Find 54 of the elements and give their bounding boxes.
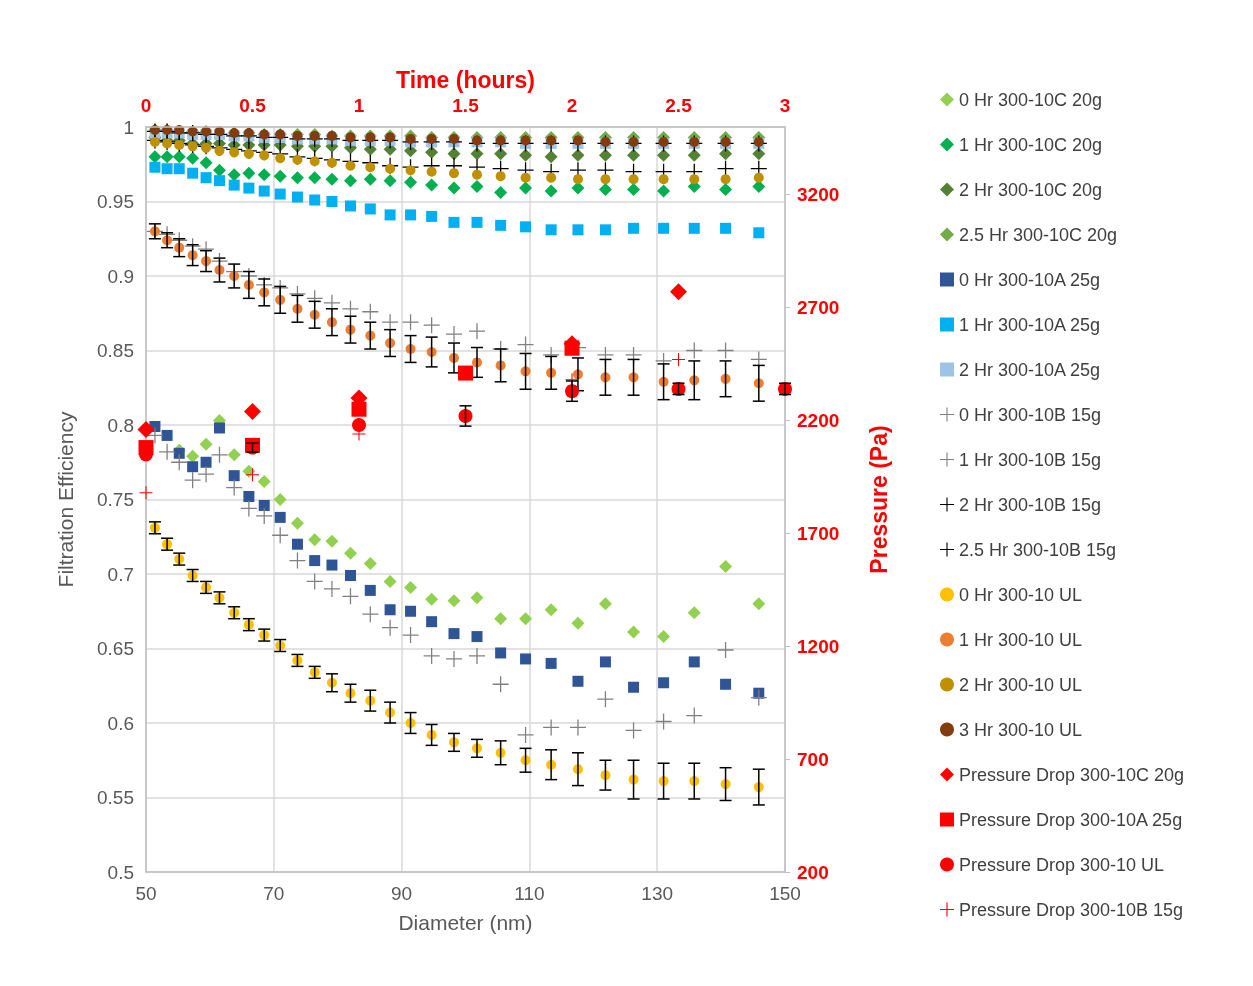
x-tick-label: 3 [779, 95, 791, 116]
x-tick-label: 2 [566, 95, 578, 116]
y-tick-label: 1700 [797, 522, 840, 544]
legend-label: 0 Hr 300-10B 15g [959, 404, 1102, 425]
y-tick-label: 700 [797, 748, 829, 770]
x-tick-label: 0 [140, 95, 152, 116]
y-tick-label: 0.85 [97, 340, 134, 361]
y-tick-label: 2200 [797, 409, 840, 431]
x-tick-label: 1.5 [452, 95, 480, 116]
legend-label: 2.5 Hr 300-10C 20g [959, 224, 1118, 245]
x-tick-label: 70 [263, 883, 285, 904]
y-tick-label: 3200 [797, 184, 840, 206]
x-tick-label: 110 [514, 883, 545, 904]
y-axis-title: Pressure (Pa) [865, 425, 892, 574]
x-tick-label: 90 [391, 883, 413, 904]
legend-label: 1 Hr 300-10A 25g [959, 314, 1101, 335]
y-tick-label: 1 [123, 116, 134, 138]
x-axis-title: Time (hours) [396, 66, 535, 93]
y-tick-label: 0.8 [107, 414, 134, 436]
legend-label: 2 Hr 300-10 UL [959, 674, 1083, 695]
legend-label: 2 Hr 300-10B 15g [959, 494, 1102, 515]
legend-label: Pressure Drop 300-10A 25g [959, 809, 1183, 830]
y-tick-label: 2700 [797, 297, 840, 319]
y-tick-label: 0.75 [97, 489, 134, 510]
legend-label: 2 Hr 300-10C 20g [959, 179, 1103, 200]
x-axis-title: Diameter (nm) [398, 911, 533, 934]
legend-label: Pressure Drop 300-10C 20g [959, 764, 1185, 785]
x-tick-label: 0.5 [239, 95, 267, 116]
y-tick-label: 1200 [797, 635, 840, 657]
y-tick-label: 0.95 [97, 191, 134, 212]
y-tick-label: 200 [797, 861, 829, 883]
y-tick-label: 0.7 [107, 563, 134, 585]
y-tick-label: 0.9 [107, 265, 134, 287]
legend-label: 0 Hr 300-10A 25g [959, 269, 1101, 290]
legend-label: 1 Hr 300-10C 20g [959, 134, 1103, 155]
legend-label: 2.5 Hr 300-10B 15g [959, 539, 1117, 560]
legend-label: Pressure Drop 300-10 UL [959, 854, 1165, 875]
legend-label: 1 Hr 300-10 UL [959, 629, 1083, 650]
legend-label: 0 Hr 300-10C 20g [959, 89, 1103, 110]
legend-label: 1 Hr 300-10B 15g [959, 449, 1102, 470]
x-tick-label: 1 [353, 95, 365, 116]
x-tick-label: 2.5 [665, 95, 693, 116]
y-tick-label: 0.55 [97, 787, 134, 808]
y-axis-title: Filtration Efficiency [54, 411, 77, 588]
y-tick-label: 0.65 [97, 638, 134, 659]
legend-label: Pressure Drop 300-10B 15g [959, 899, 1184, 920]
legend-label: 2 Hr 300-10A 25g [959, 359, 1101, 380]
x-tick-label: 50 [135, 883, 157, 904]
y-tick-label: 0.5 [107, 861, 134, 883]
x-tick-label: 130 [641, 883, 674, 904]
x-tick-label: 150 [769, 883, 801, 904]
y-tick-label: 0.6 [107, 712, 134, 734]
legend-label: 0 Hr 300-10 UL [959, 584, 1083, 605]
legend-label: 3 Hr 300-10 UL [959, 719, 1083, 740]
